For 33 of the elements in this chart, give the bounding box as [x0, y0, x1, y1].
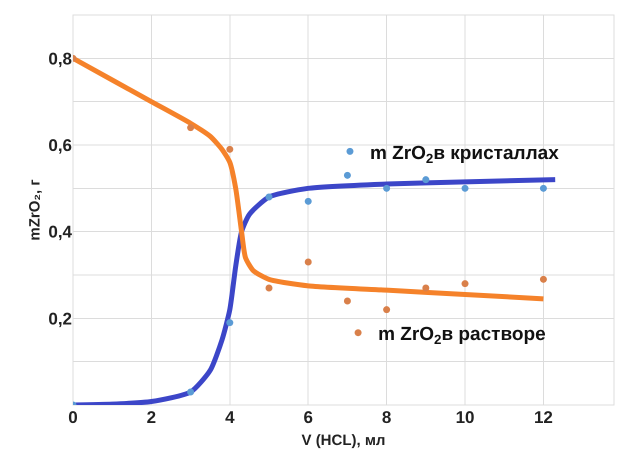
- point: [540, 184, 547, 192]
- y-tick-label: 0,8: [48, 49, 72, 68]
- x-tick-label: 4: [225, 408, 236, 427]
- legend-label: m ZrO$_{2}$в кристаллах: [370, 142, 560, 166]
- point: [383, 184, 390, 192]
- x-tick-label: 0: [68, 408, 78, 427]
- point: [344, 298, 351, 304]
- x-axis-title: V (HCL), мл: [302, 432, 386, 449]
- x-tick-label: 2: [146, 408, 156, 427]
- point: [304, 198, 312, 205]
- x-tick-label: 10: [456, 408, 474, 427]
- point: [266, 284, 273, 292]
- point: [344, 172, 351, 179]
- legend-label: m ZrO$_{2}$в растворе: [378, 324, 546, 348]
- x-tick-label: 12: [534, 408, 553, 427]
- point: [540, 276, 547, 283]
- y-tick-label: 0,4: [48, 222, 73, 242]
- point: [462, 184, 469, 192]
- point: [462, 280, 469, 288]
- x-tick-label: 6: [303, 408, 313, 427]
- y-tick-label: 0,6: [48, 136, 72, 155]
- point: [226, 146, 234, 153]
- y-tick-label: 0,2: [48, 309, 72, 328]
- point: [187, 124, 194, 132]
- point: [187, 388, 194, 396]
- point: [422, 176, 430, 184]
- point: [226, 319, 234, 326]
- point: [266, 194, 273, 200]
- y-axis-title: mZrO₂, г: [26, 179, 44, 241]
- point: [422, 284, 430, 292]
- x-tick-label: 8: [382, 408, 392, 427]
- point: [304, 258, 312, 266]
- point: [383, 306, 390, 314]
